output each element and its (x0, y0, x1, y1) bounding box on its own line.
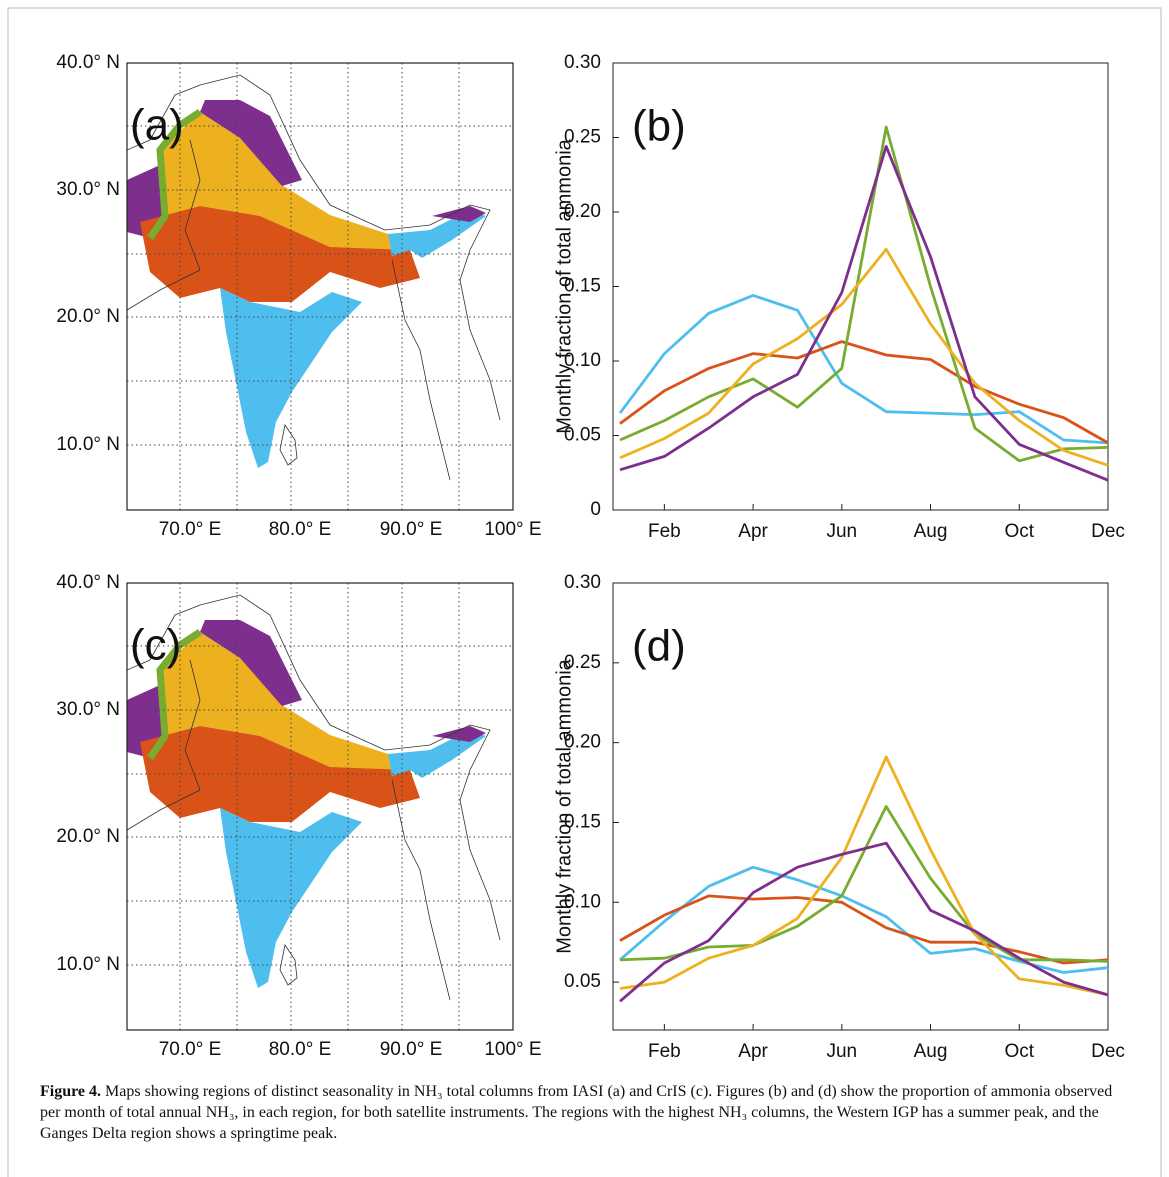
lon-label: 100° E (484, 1039, 541, 1060)
x-tick-label: Jun (826, 1041, 857, 1062)
series-line (619, 340, 1109, 445)
y-tick-label: 0.30 (564, 572, 601, 593)
frame (7, 7, 1162, 1177)
lon-label: 90.0° E (380, 1039, 443, 1060)
lat-label: 40.0° N (56, 572, 120, 593)
x-tick-label: Aug (914, 521, 948, 542)
panel-label: (c) (130, 621, 181, 670)
series-line (619, 894, 1109, 965)
series-line (619, 145, 1109, 482)
y-tick-label: 0.05 (564, 425, 601, 446)
lat-label: 20.0° N (56, 826, 120, 847)
panel-label: (b) (632, 102, 686, 151)
series-line (619, 125, 1109, 463)
lat-label: 30.0° N (56, 699, 120, 720)
lon-label: 80.0° E (269, 519, 332, 540)
x-tick-label: Dec (1091, 521, 1125, 542)
map-c (127, 583, 513, 1030)
lon-label: 80.0° E (269, 1039, 332, 1060)
x-tick-label: Aug (914, 1041, 948, 1062)
caption-text: Maps showing regions of distinct seasona… (40, 1083, 1113, 1142)
lon-label: 70.0° E (159, 519, 222, 540)
y-tick-label: 0.20 (564, 201, 601, 222)
y-axis-label: Monthly fraction of total ammonia (553, 658, 575, 953)
y-tick-label: 0 (590, 499, 601, 520)
y-tick-label: 0.30 (564, 52, 601, 73)
y-tick-label: 0.15 (564, 276, 601, 297)
series-line (619, 247, 1109, 467)
y-axis-label: Monthly fraction of total ammonia (553, 138, 575, 433)
lat-label: 20.0° N (56, 306, 120, 327)
lat-label: 10.0° N (56, 434, 120, 455)
x-tick-label: Jun (826, 521, 857, 542)
y-tick-label: 0.15 (564, 811, 601, 832)
y-tick-label: 0.10 (564, 350, 601, 371)
lon-label: 70.0° E (159, 1039, 222, 1060)
x-tick-label: Dec (1091, 1041, 1125, 1062)
y-tick-label: 0.10 (564, 891, 601, 912)
x-tick-label: Apr (738, 521, 768, 542)
x-tick-label: Oct (1004, 1041, 1034, 1062)
panel-label: (a) (130, 101, 184, 150)
y-tick-label: 0.25 (564, 127, 601, 148)
y-tick-label: 0.20 (564, 732, 601, 753)
y-tick-label: 0.05 (564, 971, 601, 992)
x-tick-label: Feb (648, 1041, 681, 1062)
lat-label: 10.0° N (56, 954, 120, 975)
map-a (127, 63, 513, 510)
y-tick-label: 0.25 (564, 652, 601, 673)
x-tick-label: Apr (738, 1041, 768, 1062)
lon-label: 90.0° E (380, 519, 443, 540)
lat-label: 30.0° N (56, 179, 120, 200)
panel-label: (d) (632, 622, 686, 671)
series-line (619, 755, 1109, 997)
x-tick-label: Oct (1004, 521, 1034, 542)
series-line (618, 294, 1109, 445)
caption: Figure 4. Maps showing regions of distinc… (40, 1081, 1135, 1144)
lat-label: 40.0° N (56, 52, 120, 73)
x-tick-label: Feb (648, 521, 681, 542)
caption-label: Figure 4. (40, 1083, 102, 1100)
series-line (619, 841, 1109, 1003)
lon-label: 100° E (484, 519, 541, 540)
plot-area (612, 582, 1109, 1031)
series-line (619, 805, 1109, 963)
